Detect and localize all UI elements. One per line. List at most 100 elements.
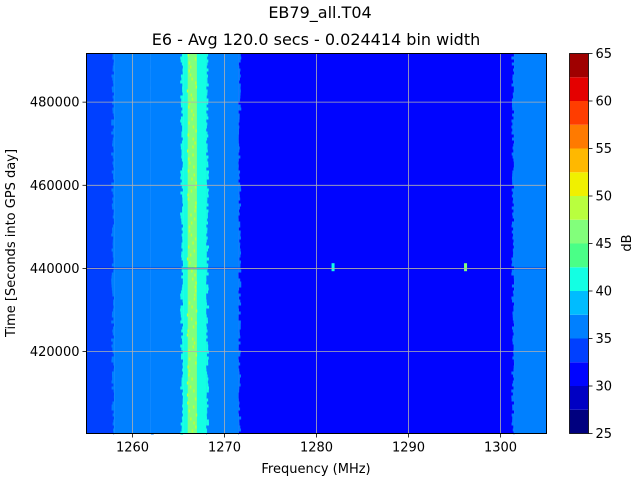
heatmap-peak-cell [191, 318, 193, 321]
heatmap-edge-cell [113, 81, 114, 84]
heatmap-peak-cell [196, 310, 198, 313]
heatmap-edge-cell [182, 141, 183, 144]
heatmap-edge-cell [238, 222, 240, 225]
heatmap-edge-cell [206, 156, 208, 159]
heatmap-streak-cell [349, 122, 350, 124]
heatmap-streak-cell [347, 208, 348, 210]
heatmap-edge-cell [238, 87, 240, 90]
heatmap-edge-cell [238, 387, 239, 390]
heatmap-edge-cell [238, 372, 239, 375]
heatmap-streak-cell [348, 224, 349, 226]
heatmap-edge-cell [113, 186, 114, 189]
heatmap-edge-cell [514, 348, 515, 351]
heatmap-edge-cell [112, 231, 114, 234]
heatmap-edge-cell [238, 414, 239, 417]
heatmap-edge-cell [206, 417, 207, 420]
heatmap-peak-cell [193, 390, 195, 393]
heatmap-edge-cell [151, 84, 152, 87]
heatmap-edge-cell [206, 216, 208, 219]
heatmap-peak-cell [195, 238, 197, 241]
heatmap-edge-cell [206, 288, 209, 291]
heatmap-edge-cell [183, 300, 184, 303]
heatmap-streak-cell [347, 346, 348, 348]
heatmap-edge-cell [238, 120, 239, 123]
heatmap-edge-cell [151, 213, 152, 216]
heatmap-edge-cell [112, 87, 114, 90]
heatmap-peak-cell [189, 162, 191, 165]
heatmap-edge-cell [206, 342, 208, 345]
heatmap-peak-cell [192, 278, 194, 281]
heatmap-edge-cell [181, 219, 183, 222]
heatmap-peak-cell [188, 106, 190, 109]
heatmap-streak-cell [349, 188, 350, 190]
heatmap-edge-cell [182, 87, 183, 90]
heatmap-edge-cell [182, 363, 183, 366]
heatmap-edge-cell [513, 168, 514, 171]
colorbar-tick-label: 35 [596, 332, 613, 347]
heatmap-edge-cell [180, 297, 183, 300]
heatmap-edge-cell [113, 261, 114, 264]
heatmap-edge-cell [112, 315, 114, 318]
heatmap-band [151, 54, 183, 434]
heatmap-edge-cell [512, 270, 514, 273]
heatmap-edge-cell [182, 207, 183, 210]
heatmap-edge-cell [206, 132, 207, 135]
heatmap-streak-cell [350, 246, 351, 248]
chart-title: EB79_all.T04 [268, 3, 371, 23]
heatmap-edge-cell [151, 141, 152, 144]
heatmap-edge-cell [512, 339, 514, 342]
heatmap-edge-cell [112, 375, 114, 378]
heatmap-edge-cell [151, 318, 152, 321]
heatmap-edge-cell [512, 222, 514, 225]
heatmap-peak-cell [190, 74, 192, 77]
x-tick-label: 1300 [484, 441, 517, 456]
heatmap-edge-cell [206, 213, 208, 216]
heatmap-edge-cell [151, 396, 153, 399]
heatmap-edge-cell [513, 234, 514, 237]
heatmap-edge-cell [113, 351, 114, 354]
heatmap-edge-cell [206, 105, 207, 108]
heatmap-edge-cell [151, 414, 152, 417]
heatmap-edge-cell [182, 186, 183, 189]
heatmap-edge-cell [513, 252, 514, 255]
heatmap-peak-cell [196, 354, 198, 357]
heatmap-edge-cell [238, 258, 239, 261]
heatmap-edge-cell [206, 180, 207, 183]
heatmap-streak-cell [349, 382, 350, 384]
heatmap-edge-cell [512, 231, 514, 234]
colorbar-tick-label: 55 [596, 142, 613, 157]
heatmap-peak-cell [187, 334, 189, 337]
heatmap-edge-cell [151, 150, 154, 153]
heatmap-edge-cell [206, 303, 207, 306]
heatmap-edge-cell [151, 411, 152, 414]
heatmap-edge-cell [513, 69, 514, 72]
heatmap-peak-cell [194, 250, 196, 253]
heatmap-streak-cell [351, 60, 352, 62]
heatmap-peak-cell [193, 422, 195, 425]
heatmap-edge-cell [181, 117, 183, 120]
heatmap-edge-cell [181, 315, 183, 318]
heatmap-edge-cell [206, 195, 209, 198]
heatmap-edge-cell [238, 81, 239, 84]
heatmap-edge-cell [182, 381, 184, 384]
heatmap-edge-cell [151, 132, 152, 135]
heatmap-streak-cell [351, 234, 352, 236]
heatmap-streak-cell [350, 274, 351, 276]
heatmap-edge-cell [206, 246, 209, 249]
heatmap-edge-cell [512, 213, 514, 216]
heatmap-peak-cell [190, 214, 192, 217]
heatmap-edge-cell [206, 174, 208, 177]
heatmap-edge-cell [238, 300, 240, 303]
heatmap-edge-cell [180, 81, 183, 84]
heatmap-edge-cell [513, 315, 515, 318]
heatmap-peak-cell [193, 174, 195, 177]
heatmap-edge-cell [206, 57, 207, 60]
heatmap-edge-cell [513, 144, 514, 147]
heatmap-edge-cell [238, 243, 240, 246]
heatmap-edge-cell [206, 360, 208, 363]
heatmap-edge-cell [206, 390, 209, 393]
heatmap-edge-cell [512, 78, 514, 81]
heatmap-edge-cell [238, 117, 239, 120]
heatmap-edge-cell [181, 99, 183, 102]
heatmap-edge-cell [238, 249, 240, 252]
